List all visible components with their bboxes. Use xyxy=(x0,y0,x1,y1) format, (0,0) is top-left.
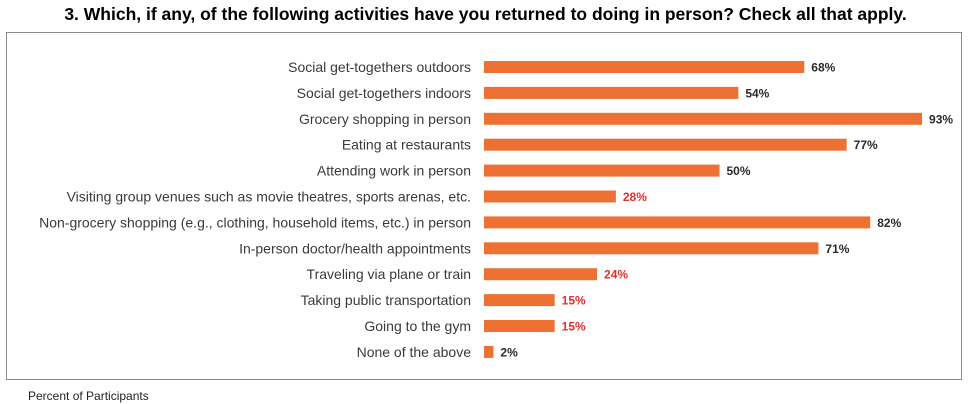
bar xyxy=(484,345,494,358)
category-label: Social get-togethers indoors xyxy=(297,85,471,101)
bar xyxy=(484,138,847,151)
value-label: 82% xyxy=(877,216,901,230)
bar xyxy=(484,164,720,177)
category-label: Traveling via plane or train xyxy=(307,266,471,282)
bar xyxy=(484,242,819,255)
value-label: 28% xyxy=(623,190,647,204)
bar xyxy=(484,320,555,332)
chart-title: 3. Which, if any, of the following activ… xyxy=(64,4,907,24)
bar xyxy=(484,294,555,307)
bar xyxy=(484,190,616,203)
bar xyxy=(484,112,923,125)
category-label: Going to the gym xyxy=(364,318,471,334)
value-label: 77% xyxy=(854,138,878,152)
category-label: Eating at restaurants xyxy=(342,137,471,153)
bar xyxy=(484,61,805,73)
bar xyxy=(484,86,739,99)
bar xyxy=(484,268,598,281)
category-label: In-person doctor/health appointments xyxy=(239,240,471,256)
value-label: 93% xyxy=(929,112,953,126)
value-label: 71% xyxy=(825,242,849,256)
category-label: Social get-togethers outdoors xyxy=(288,59,471,75)
bars-layer: Social get-togethers outdoors 68% Social g… xyxy=(39,59,953,360)
chart-frame xyxy=(6,32,962,380)
category-label: Visiting group venues such as movie thea… xyxy=(67,189,471,205)
value-label: 68% xyxy=(811,61,835,75)
value-label: 15% xyxy=(562,294,586,308)
bar xyxy=(484,216,871,229)
value-label: 24% xyxy=(604,268,628,282)
category-label: Non-grocery shopping (e.g., clothing, ho… xyxy=(39,214,471,230)
category-label: Attending work in person xyxy=(317,163,471,179)
value-label: 2% xyxy=(500,345,518,359)
value-label: 50% xyxy=(727,164,751,178)
category-label: Grocery shopping in person xyxy=(299,111,471,127)
value-label: 15% xyxy=(562,320,586,334)
value-label: 54% xyxy=(745,86,769,100)
x-axis-label: Percent of Participants xyxy=(28,389,149,403)
category-label: None of the above xyxy=(357,344,472,360)
category-label: Taking public transportation xyxy=(301,292,471,308)
